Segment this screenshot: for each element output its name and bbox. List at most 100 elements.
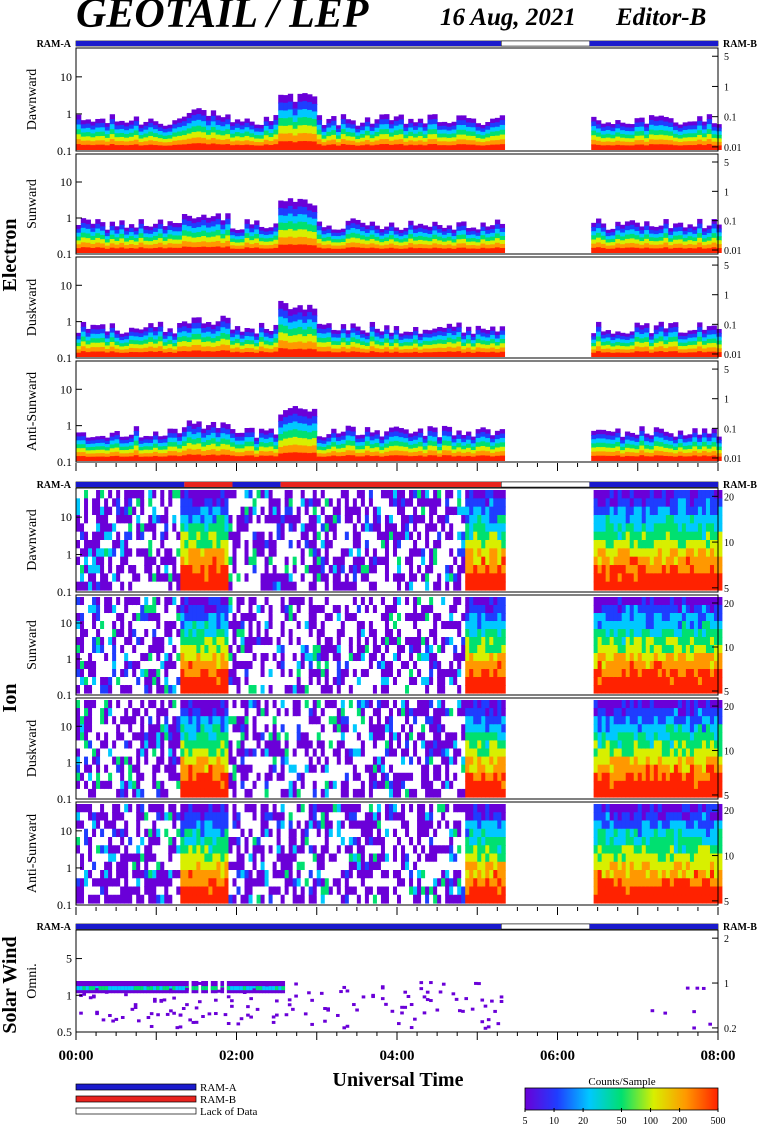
panel-label: Anti-Sunward xyxy=(25,814,40,893)
panel-frame xyxy=(75,487,719,593)
spectrogram-cells xyxy=(76,597,723,694)
y-tick-label-left: 5 xyxy=(66,952,72,966)
legend-swatch xyxy=(75,1083,197,1091)
spectrogram-cells xyxy=(76,700,723,798)
y-tick-label-right: 10 xyxy=(724,538,734,549)
y-tick-label-right: 5 xyxy=(724,52,729,63)
spectrogram-cells xyxy=(76,300,722,357)
y-tick-label-left: 0.1 xyxy=(57,351,72,365)
y-tick-label-left: 0.1 xyxy=(57,792,72,806)
y-tick-label-left: 1 xyxy=(66,107,72,121)
ram-segment xyxy=(501,40,590,47)
y-tick-label-right: 10 xyxy=(724,747,734,758)
legend-swatch xyxy=(75,1107,197,1115)
y-tick-label-left: 0.1 xyxy=(57,247,72,261)
colorbar xyxy=(524,1087,719,1111)
spectrogram-cells xyxy=(76,804,723,904)
y-tick-label-left: 1 xyxy=(66,652,72,666)
panel-frame xyxy=(75,594,719,696)
y-tick-label-right: 20 xyxy=(724,702,734,713)
group-label: Solar Wind xyxy=(0,936,21,1033)
group-label: Ion xyxy=(0,684,21,713)
y-tick-label-right: 20 xyxy=(724,806,734,817)
y-tick-label-left: 1 xyxy=(66,419,72,433)
y-tick-label-left: 1 xyxy=(66,988,72,1002)
y-tick-label-left: 10 xyxy=(60,824,72,838)
y-tick-label-left: 0.5 xyxy=(57,1025,72,1039)
spectrogram-cells xyxy=(76,93,722,150)
y-tick-label-right: 20 xyxy=(724,599,734,610)
panel-label: Anti-Sunward xyxy=(25,372,40,451)
x-tick-label: 08:00 xyxy=(701,1048,736,1064)
colorbar-tick-label: 500 xyxy=(711,1116,726,1127)
figure-date: 16 Aug, 2021 xyxy=(440,4,576,31)
y-tick-label-left: 10 xyxy=(60,70,72,84)
y-tick-label-right: 1 xyxy=(724,291,729,302)
ram-label-right: RAM-B xyxy=(723,39,757,50)
y-tick-label-right: 5 xyxy=(724,365,729,376)
y-tick-label-right: 5 xyxy=(724,261,729,272)
y-tick-label-right: 5 xyxy=(724,158,729,169)
y-tick-label-right: 0.1 xyxy=(724,320,737,331)
ram-segment xyxy=(184,482,233,487)
panel-frame xyxy=(75,697,719,800)
y-tick-label-right: 0.2 xyxy=(724,1024,737,1035)
y-tick-label-right: 20 xyxy=(724,492,734,503)
ram-segment xyxy=(501,923,590,930)
y-tick-label-right: 0.01 xyxy=(724,246,742,257)
y-tick-label-left: 10 xyxy=(60,382,72,396)
y-tick-label-left: 0.1 xyxy=(57,455,72,469)
ram-segment xyxy=(76,482,185,487)
ram-label-left: RAM-A xyxy=(37,922,72,933)
ram-label-right: RAM-B xyxy=(723,922,757,933)
colorbar-tick-label: 200 xyxy=(672,1116,687,1127)
y-tick-label-right: 0.1 xyxy=(724,424,737,435)
panel-frame xyxy=(75,47,719,152)
y-tick-label-right: 0.01 xyxy=(724,454,742,465)
y-tick-label-left: 1 xyxy=(66,861,72,875)
y-tick-label-right: 1 xyxy=(724,395,729,406)
panel-label: Duskward xyxy=(25,720,40,778)
y-tick-label-left: 10 xyxy=(60,278,72,292)
colorbar-tick-label: 10 xyxy=(549,1116,559,1127)
figure-editor: Editor-B xyxy=(616,4,707,31)
panel-frame xyxy=(75,256,719,359)
y-tick-label-right: 1 xyxy=(724,82,729,93)
y-tick-label-left: 1 xyxy=(66,756,72,770)
y-tick-label-right: 1 xyxy=(724,979,729,990)
ram-label-left: RAM-A xyxy=(37,480,72,491)
ram-segment xyxy=(76,924,502,929)
figure-title: GEOTAIL / LEP xyxy=(76,0,369,37)
panel-frame xyxy=(75,801,719,906)
legend-label: Lack of Data xyxy=(200,1106,258,1118)
legend-label: RAM-A xyxy=(200,1082,237,1094)
y-tick-label-left: 0.1 xyxy=(57,688,72,702)
y-tick-label-right: 5 xyxy=(724,791,729,802)
panel-label: Sunward xyxy=(25,179,40,229)
panel-label: Duskward xyxy=(25,279,40,337)
colorbar-tick-label: 20 xyxy=(578,1116,588,1127)
y-tick-label-right: 0.01 xyxy=(724,143,742,154)
panel-label: Dawnward xyxy=(25,69,40,130)
ram-segment xyxy=(280,482,502,487)
y-tick-label-right: 10 xyxy=(724,852,734,863)
colorbar-tick-label: 50 xyxy=(617,1116,627,1127)
y-tick-label-left: 1 xyxy=(66,548,72,562)
y-tick-label-right: 5 xyxy=(724,687,729,698)
y-tick-label-right: 0.1 xyxy=(724,113,737,124)
y-tick-label-right: 2 xyxy=(724,934,729,945)
ram-segment xyxy=(589,924,718,929)
group-label: Electron xyxy=(0,219,21,292)
spectrogram-cells xyxy=(76,981,712,1030)
x-axis-label: Universal Time xyxy=(333,1069,464,1091)
x-tick-label: 02:00 xyxy=(219,1048,254,1064)
panel-frame xyxy=(75,153,719,255)
panel-label: Dawnward xyxy=(25,509,40,570)
y-tick-label-left: 1 xyxy=(66,211,72,225)
y-tick-label-left: 10 xyxy=(60,510,72,524)
x-tick-label: 00:00 xyxy=(59,1048,94,1064)
panel-label: Sunward xyxy=(25,620,40,670)
y-tick-label-right: 5 xyxy=(724,897,729,908)
